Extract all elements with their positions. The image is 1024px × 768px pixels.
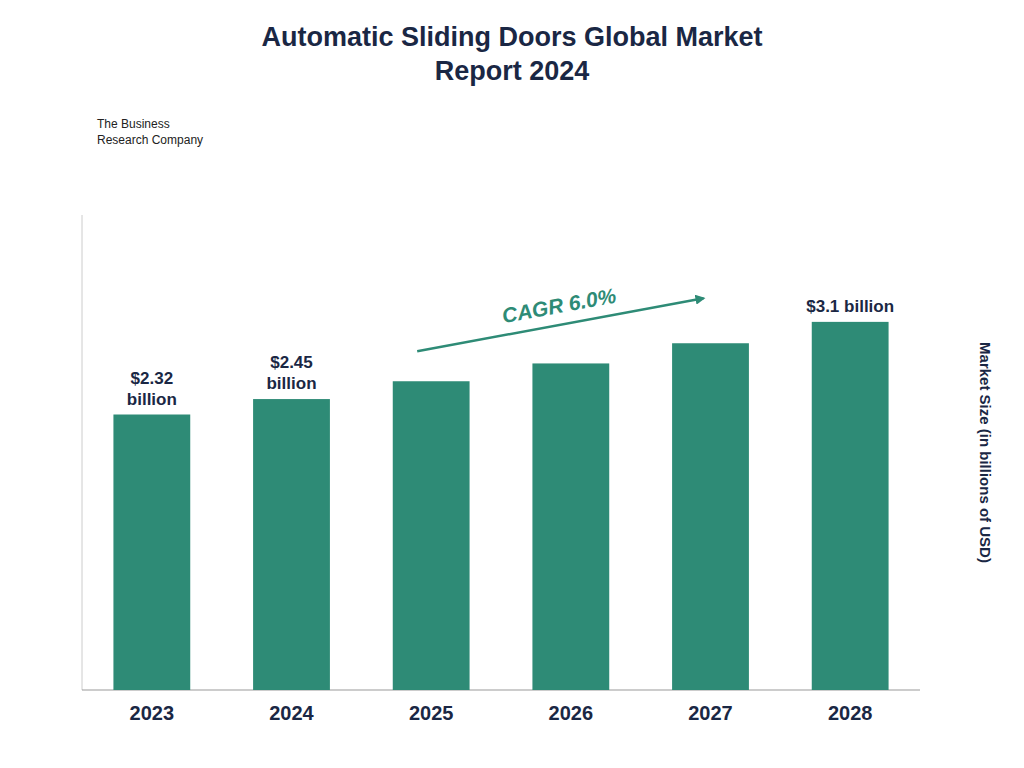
x-axis-line <box>82 690 920 691</box>
x-tick-label: 2023 <box>130 702 175 724</box>
brand-text: The BusinessResearch Company <box>97 117 203 147</box>
y-axis-label: Market Size (in billions of USD) <box>977 342 994 563</box>
x-tick-label: 2025 <box>409 702 454 724</box>
x-tick-label: 2028 <box>828 702 873 724</box>
title: Automatic Sliding Doors Global MarketRep… <box>261 22 762 86</box>
x-tick-label: 2026 <box>549 702 594 724</box>
bar <box>393 381 470 690</box>
bar <box>113 415 190 691</box>
bar <box>532 363 609 690</box>
chart: Automatic Sliding Doors Global MarketRep… <box>0 0 1024 768</box>
background <box>0 0 1024 768</box>
chart-container: Automatic Sliding Doors Global MarketRep… <box>0 0 1024 768</box>
x-tick-label: 2027 <box>688 702 733 724</box>
x-tick-label: 2024 <box>269 702 314 724</box>
y-axis-line <box>82 215 83 690</box>
data-label: $2.45billion <box>266 353 316 393</box>
data-label: $3.1 billion <box>806 297 894 316</box>
bar <box>812 322 889 690</box>
bar <box>672 343 749 690</box>
bar <box>253 399 330 690</box>
cagr-label: CAGR 6.0% <box>500 283 618 327</box>
bars <box>113 322 888 690</box>
data-label: $2.32billion <box>127 369 177 409</box>
